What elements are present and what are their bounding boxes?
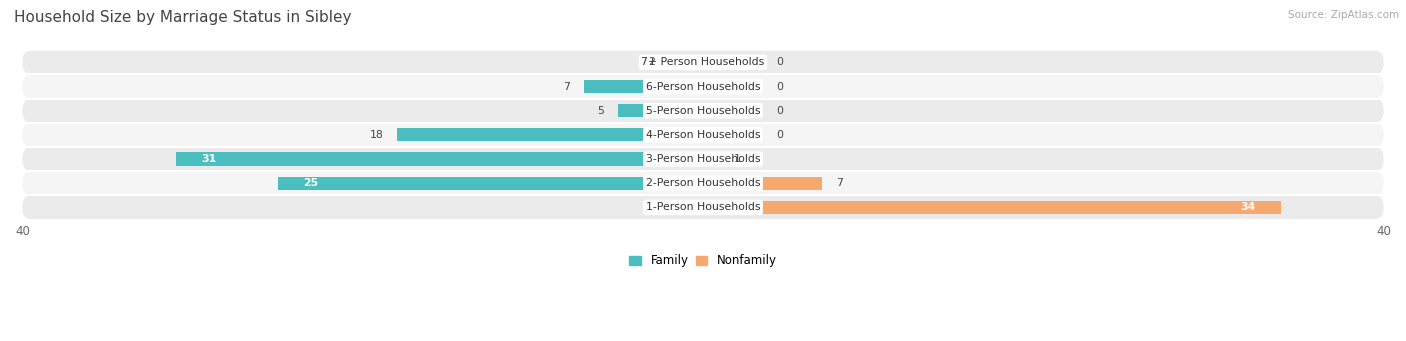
Bar — [703, 128, 762, 142]
Text: 4-Person Households: 4-Person Households — [645, 130, 761, 140]
Text: 7+ Person Households: 7+ Person Households — [641, 57, 765, 68]
Bar — [277, 177, 703, 190]
Bar — [583, 80, 703, 93]
Text: 18: 18 — [370, 130, 384, 140]
Bar — [396, 128, 703, 142]
Text: 5: 5 — [598, 106, 605, 116]
Text: Source: ZipAtlas.com: Source: ZipAtlas.com — [1288, 10, 1399, 20]
Text: 3-Person Households: 3-Person Households — [645, 154, 761, 164]
Text: Household Size by Marriage Status in Sibley: Household Size by Marriage Status in Sib… — [14, 10, 352, 25]
Text: 31: 31 — [201, 154, 217, 164]
Text: 0: 0 — [776, 130, 783, 140]
Text: 7: 7 — [835, 178, 842, 188]
Bar — [703, 177, 823, 190]
Text: 1: 1 — [734, 154, 741, 164]
FancyBboxPatch shape — [22, 51, 1384, 74]
Text: 5-Person Households: 5-Person Households — [645, 106, 761, 116]
Text: 25: 25 — [304, 178, 318, 188]
FancyBboxPatch shape — [22, 75, 1384, 98]
Bar — [703, 201, 1281, 214]
Bar — [703, 56, 762, 69]
Text: 0: 0 — [776, 106, 783, 116]
FancyBboxPatch shape — [22, 99, 1384, 122]
Text: 34: 34 — [1240, 202, 1256, 212]
Text: 6-Person Households: 6-Person Households — [645, 81, 761, 91]
Bar — [703, 152, 720, 166]
FancyBboxPatch shape — [22, 147, 1384, 170]
FancyBboxPatch shape — [22, 196, 1384, 219]
Text: 0: 0 — [776, 81, 783, 91]
FancyBboxPatch shape — [22, 123, 1384, 146]
Text: 0: 0 — [776, 57, 783, 68]
FancyBboxPatch shape — [22, 172, 1384, 195]
Bar — [617, 104, 703, 117]
Text: 2: 2 — [648, 57, 655, 68]
Bar — [703, 80, 762, 93]
Bar — [669, 56, 703, 69]
Legend: Family, Nonfamily: Family, Nonfamily — [627, 252, 779, 270]
Bar — [176, 152, 703, 166]
Text: 2-Person Households: 2-Person Households — [645, 178, 761, 188]
Bar — [703, 104, 762, 117]
Text: 7: 7 — [564, 81, 571, 91]
Text: 1-Person Households: 1-Person Households — [645, 202, 761, 212]
